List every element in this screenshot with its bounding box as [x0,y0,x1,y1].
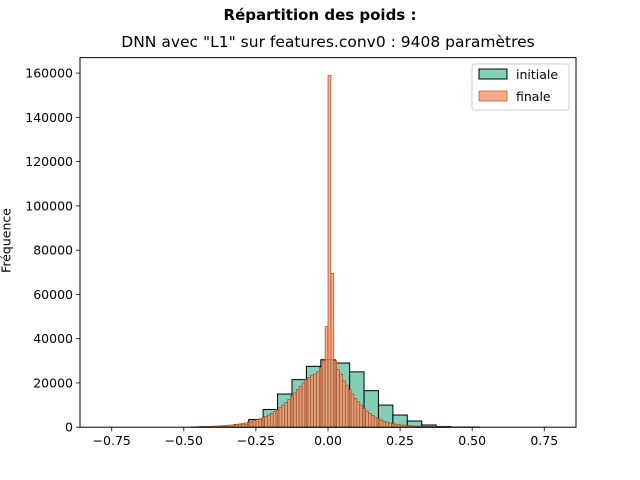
x-tick-label: 0.50 [458,433,486,448]
legend: initiale finale [471,63,570,111]
bar-finale [353,398,358,428]
bar-finale [342,380,346,428]
bar-finale [307,377,312,428]
bar-finale [365,410,369,428]
bar-finale [293,392,297,428]
y-tick-label: 40000 [33,331,73,346]
bar-finale [301,382,306,428]
bar-finale [330,273,335,428]
bars-layer [190,74,480,428]
y-tick-label: 140000 [25,110,73,125]
x-ticks: −0.75 −0.50 −0.25 0.00 0.25 0.50 0.75 [93,427,558,448]
legend-label-finale: finale [516,89,551,104]
legend-label-initiale: initiale [516,67,558,82]
bar-finale [264,416,268,428]
legend-swatch-initiale [478,68,508,80]
bar-finale [241,423,245,428]
y-tick-label: 120000 [25,154,73,169]
bar-finale [304,379,309,428]
bar-finale [287,399,291,428]
chart-subtitle: DNN avec "L1" sur features.conv0 : 9408 … [121,33,535,51]
bar-finale [333,360,338,428]
bar-finale [391,423,395,428]
bar-finale [261,417,265,428]
x-tick-label: 0.00 [314,433,342,448]
bar-finale [252,420,257,428]
bar-finale [362,408,366,428]
x-tick-label: −0.75 [93,433,131,448]
bar-finale [339,373,343,428]
bar-finale [316,371,320,428]
bar-finale [295,389,300,428]
bar-finale [269,413,274,428]
bar-finale [267,414,271,428]
y-tick-label: 160000 [25,66,73,81]
y-tick-label: 0 [65,420,73,435]
y-tick-label: 20000 [33,375,73,390]
bar-finale [370,415,375,428]
bar-finale [255,419,260,428]
bar-finale [310,374,314,428]
bar-finale [350,393,355,428]
bar-finale [278,407,283,428]
bar-finale [336,369,340,428]
x-tick-label: 0.75 [530,433,558,448]
bar-finale [385,421,389,428]
y-tick-label: 60000 [33,287,73,302]
bar-finale [373,416,378,428]
bar-finale [376,418,381,428]
y-tick-label: 100000 [25,198,73,213]
bar-finale [321,360,326,428]
bar-finale [290,395,294,428]
bar-finale [344,384,349,428]
bar-finale [284,402,288,428]
bar-finale [359,404,363,428]
series-finale [197,74,464,428]
bar-finale [298,385,303,428]
x-tick-label: 0.25 [386,433,414,448]
chart-title: Répartition des poids : [223,6,417,24]
bar-finale [368,413,372,428]
x-tick-label: −0.25 [237,433,275,448]
x-tick-label: −0.50 [165,433,203,448]
bar-finale [281,404,286,428]
bar-finale [379,419,384,428]
bar-finale [246,421,251,428]
bar-finale [388,422,392,428]
bar-finale [272,411,277,428]
y-tick-label: 80000 [33,243,73,258]
legend-swatch-finale [478,90,508,102]
bar-finale [275,409,280,428]
y-ticks: 0 20000 40000 60000 80000 100000 120000 140000 1… [25,66,80,435]
bar-finale [249,421,254,428]
bar-finale [324,326,329,428]
bar-finale [356,401,361,428]
bar-finale [347,389,352,428]
bar-finale [327,74,332,428]
bar-finale [244,422,248,428]
bar-finale [313,373,317,428]
bar-finale [318,367,323,428]
bar-finale [258,418,263,428]
bar-finale [382,420,387,428]
